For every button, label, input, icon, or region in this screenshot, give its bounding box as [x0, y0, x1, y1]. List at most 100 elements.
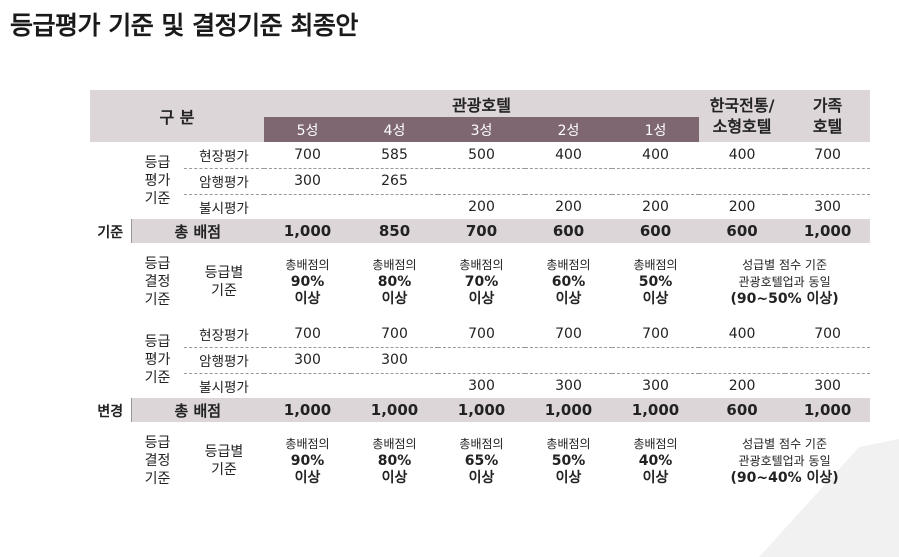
grade-criteria-label: 등급별 기준	[184, 243, 264, 321]
cell-value: 400	[699, 321, 786, 348]
cell-value	[699, 168, 786, 195]
header-korean-small-line1: 한국전통/	[709, 96, 775, 115]
cell-value	[438, 347, 525, 374]
cell-value: 200	[728, 198, 756, 215]
cell-value	[351, 373, 438, 398]
eval-criteria-label: 등급 평가 기준	[131, 321, 184, 398]
row-label: 현장평가	[184, 142, 264, 169]
decision-label-line3: 기준	[144, 471, 171, 487]
cell-value	[785, 347, 871, 374]
criteria-percent: 90%	[290, 452, 325, 469]
row-label: 불시평가	[199, 379, 249, 396]
criteria-line1: 총배점의	[372, 257, 417, 272]
row-label: 암행평가	[184, 347, 264, 374]
merged-line3: (90~40% 이상)	[730, 469, 839, 486]
criteria-line3: 이상	[381, 469, 408, 486]
header-category: 구 분	[90, 90, 264, 142]
total-value: 1,000	[351, 398, 438, 422]
criteria-line3: 이상	[468, 290, 495, 307]
criteria-line3: 이상	[381, 290, 408, 307]
watermark-decoration	[759, 439, 899, 557]
page-title: 등급평가 기준 및 결정기준 최종안	[10, 11, 358, 40]
merged-line2: 관광호텔업과 동일	[738, 453, 831, 468]
criteria-line1: 총배점의	[459, 257, 504, 272]
criteria-line3: 이상	[642, 469, 669, 486]
cell-value: 400	[612, 142, 700, 169]
total-value: 600	[699, 398, 786, 422]
criteria-percent: 50%	[551, 452, 586, 469]
eval-label-line1: 등급	[144, 154, 171, 171]
header-grade-3: 3성	[438, 117, 525, 142]
total-value: 1,000	[264, 219, 351, 243]
cell-value: 300	[468, 377, 495, 394]
total-value: 600	[525, 219, 612, 243]
table-row: 불시평가 200 200 200 200 300	[90, 194, 870, 219]
grade-criteria-table: 구 분 관광호텔 한국전통/ 소형호텔 가족 호텔 5성 4성 3성 2성 1성…	[90, 90, 871, 500]
eval-criteria-label: 등급 평가 기준	[131, 142, 184, 219]
eval-label-line3: 기준	[144, 369, 171, 386]
criteria-line3: 이상	[555, 290, 582, 307]
grade-item-line1: 등급별	[204, 444, 244, 460]
criteria-line1: 총배점의	[372, 436, 417, 451]
total-label: 총 배점	[130, 219, 264, 243]
cell-value	[785, 168, 871, 195]
cell-value: 300	[555, 377, 582, 394]
table-row: 암행평가 300 300	[90, 347, 871, 374]
total-value: 1,000	[785, 398, 871, 422]
cell-value: 700	[785, 142, 871, 169]
cell-value: 300	[814, 377, 841, 394]
cell-value: 700	[264, 142, 351, 169]
header-grade-5: 5성	[264, 117, 351, 142]
merged-criteria-cell: 성급별 점수 기준 관광호텔업과 동일 (90~40% 이상)	[699, 422, 870, 500]
header-row-grades: 5성 4성 3성 2성 1성	[90, 117, 870, 142]
criteria-cell: 총배점의 65% 이상	[438, 422, 525, 500]
table-row: 불시평가 300 300 300 200 300	[90, 373, 870, 398]
cell-value	[612, 168, 700, 195]
criteria-cell: 총배점의 90% 이상	[264, 243, 351, 321]
cell-value: 300	[264, 168, 351, 195]
criteria-cell: 총배점의 40% 이상	[612, 422, 699, 500]
grade-item-line1: 등급별	[204, 265, 244, 281]
criteria-line1: 총배점의	[633, 436, 678, 451]
criteria-percent: 80%	[377, 452, 412, 469]
cell-value	[525, 347, 612, 374]
cell-value: 700	[438, 321, 525, 348]
total-value: 1,000	[612, 398, 700, 422]
cell-value: 200	[555, 198, 582, 215]
header-family-line1: 가족	[812, 96, 843, 115]
row-label: 불시평가	[199, 200, 249, 217]
total-value: 850	[351, 219, 438, 243]
cell-value: 200	[642, 198, 669, 215]
row-label: 암행평가	[184, 168, 264, 195]
cell-value: 300	[814, 198, 841, 215]
section-label-changed: 변경	[97, 403, 124, 420]
cell-value: 200	[468, 198, 495, 215]
total-value: 700	[438, 219, 525, 243]
grade-item-line2: 기준	[211, 462, 237, 478]
cell-value	[264, 194, 351, 219]
criteria-line3: 이상	[294, 290, 321, 307]
grade-item-line2: 기준	[211, 283, 237, 299]
grade-criteria-label: 등급별 기준	[184, 422, 264, 500]
header-grade-4: 4성	[351, 117, 438, 142]
cell-value	[612, 347, 700, 374]
header-row-top: 구 분 관광호텔 한국전통/ 소형호텔 가족 호텔	[90, 90, 871, 142]
total-row: 총 배점 1,000 850 700 600 600 600 1,000	[90, 219, 871, 243]
row-label: 현장평가	[184, 321, 264, 348]
decision-criteria-label: 등급 결정 기준	[131, 243, 184, 321]
header-grade-2: 2성	[525, 117, 612, 142]
criteria-percent: 90%	[290, 273, 325, 290]
cell-value: 700	[612, 321, 700, 348]
cell-value	[699, 347, 786, 374]
decision-label-line2: 결정	[144, 453, 171, 469]
table-row: 변경 등급 평가 기준 현장평가 700 700 700 700 700 400…	[90, 321, 871, 420]
criteria-cell: 총배점의 80% 이상	[351, 422, 438, 500]
decision-row: 등급 결정 기준 등급별 기준 총배점의 90% 이상 총배점의 80% 이상 총배점의…	[90, 243, 870, 321]
header-family-line2: 호텔	[812, 117, 843, 136]
criteria-cell: 총배점의 50% 이상	[525, 422, 612, 500]
criteria-line3: 이상	[468, 469, 495, 486]
decision-label-line3: 기준	[144, 292, 171, 308]
section-label-current: 기준	[97, 224, 124, 241]
criteria-line1: 총배점의	[546, 436, 591, 451]
cell-value	[438, 168, 525, 195]
